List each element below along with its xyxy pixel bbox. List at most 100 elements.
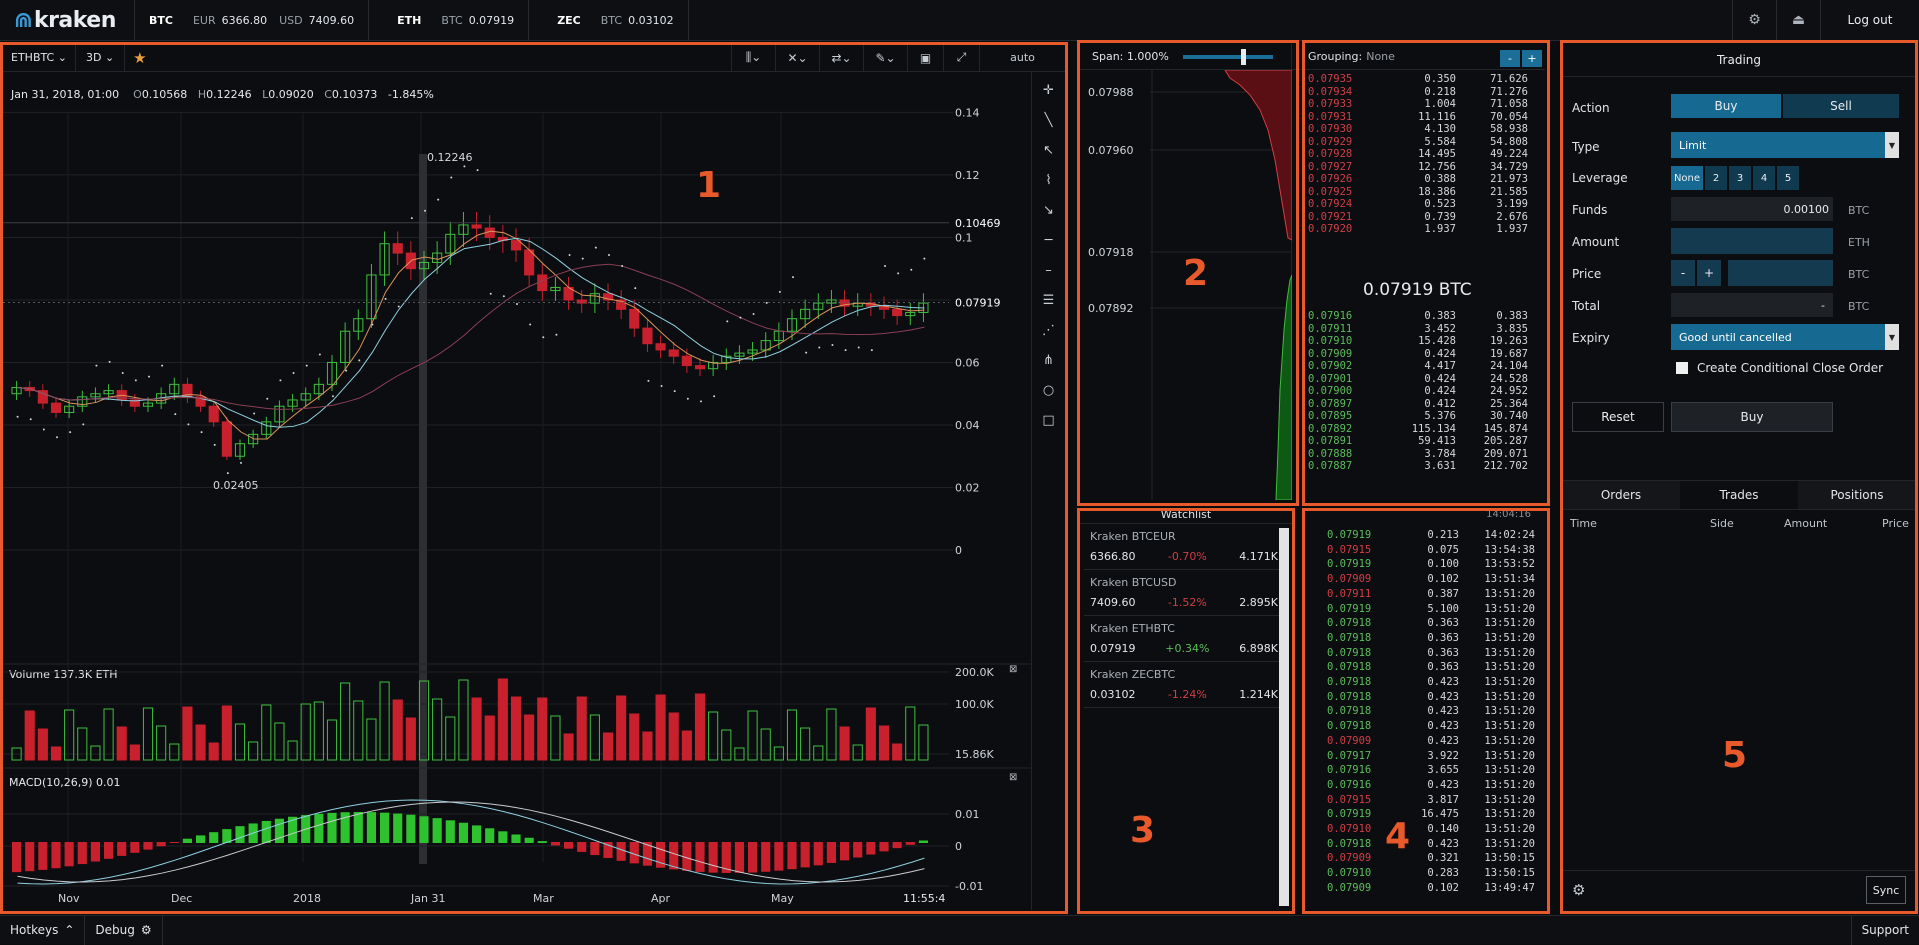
orderbook-total: 30.740 <box>1490 410 1528 422</box>
orderbook-row[interactable]: 0.07926 0.388 21.973 <box>1308 173 1528 186</box>
price-increment-button[interactable]: + <box>1697 260 1721 286</box>
sync-button[interactable]: Sync <box>1866 876 1906 904</box>
grouping-minus-button[interactable]: - <box>1500 50 1520 67</box>
tab-orders[interactable]: Orders <box>1562 481 1680 509</box>
pitchfork-icon[interactable]: ⋔ <box>1043 353 1054 368</box>
orderbook-row[interactable]: 0.07930 4.130 58.938 <box>1308 123 1528 136</box>
watchlist-scrollbar[interactable] <box>1279 528 1289 906</box>
psar-dot <box>42 428 45 431</box>
favorite-star-icon[interactable]: ★ <box>133 48 147 67</box>
ticker-btc[interactable]: BTC EUR 6366.80 USD 7409.60 <box>135 0 370 41</box>
screenshot-icon[interactable]: ▣ <box>907 43 943 72</box>
line-tool-icon[interactable]: ╲ <box>1044 113 1053 128</box>
watchlist-item[interactable]: Kraken ETHBTC 0.07919 +0.34% 6.898K <box>1084 616 1284 662</box>
column-amount[interactable]: Amount <box>1784 517 1828 530</box>
column-time[interactable]: Time <box>1570 517 1597 530</box>
arrow-tool-icon[interactable]: ↖ <box>1043 143 1054 158</box>
orderbook-row[interactable]: 0.07916 0.383 0.383 <box>1308 310 1528 323</box>
orderbook-row[interactable]: 0.07902 4.417 24.104 <box>1308 360 1528 373</box>
orderbook-row[interactable]: 0.07895 5.376 30.740 <box>1308 410 1528 423</box>
ray-tool-icon[interactable]: ↘ <box>1043 203 1054 218</box>
support-link[interactable]: Support <box>1850 915 1919 945</box>
logout-button[interactable]: Log out <box>1820 0 1919 41</box>
orderbook-row[interactable]: 0.07911 3.452 3.835 <box>1308 323 1528 336</box>
orderbook-row[interactable]: 0.07920 1.937 1.937 <box>1308 223 1528 236</box>
auto-scale-button[interactable]: auto <box>979 43 1065 72</box>
fib-tool-icon[interactable]: ⋰ <box>1042 323 1055 338</box>
price-chart[interactable]: 0.140.120.10.080.060.040.020NovDec2018Ja… <box>3 72 1031 910</box>
leverage-option[interactable]: 2 <box>1705 166 1727 190</box>
ticker-eth[interactable]: ETH BTC 0.07919 <box>369 0 530 41</box>
leverage-option[interactable]: 5 <box>1777 166 1799 190</box>
orderbook-row[interactable]: 0.07921 0.739 2.676 <box>1308 211 1528 224</box>
parallel-lines-icon[interactable]: ☰ <box>1042 293 1055 308</box>
expiry-select[interactable]: Good until cancelled ▼ <box>1671 324 1899 350</box>
rectangle-tool-icon[interactable]: □ <box>1042 413 1055 428</box>
orderbook-row[interactable]: 0.07924 0.523 3.199 <box>1308 198 1528 211</box>
orderbook-row[interactable]: 0.07910 15.428 19.263 <box>1308 335 1528 348</box>
leverage-option[interactable]: 4 <box>1753 166 1775 190</box>
leverage-label: Leverage <box>1572 171 1628 185</box>
settings-gear-icon[interactable]: ⚙ <box>1572 881 1586 899</box>
orderbook-row[interactable]: 0.07887 3.631 212.702 <box>1308 460 1528 473</box>
orderbook-row[interactable]: 0.07927 12.756 34.729 <box>1308 161 1528 174</box>
amount-input[interactable] <box>1671 228 1833 254</box>
ticker-zec[interactable]: ZEC BTC 0.03102 <box>529 0 689 41</box>
price-input[interactable] <box>1728 260 1833 286</box>
volume-bar <box>77 727 88 761</box>
conditional-close-checkbox[interactable] <box>1676 362 1688 374</box>
orderbook-row[interactable]: 0.07931 11.116 70.054 <box>1308 111 1528 124</box>
orderbook-row[interactable]: 0.07925 18.386 21.585 <box>1308 186 1528 199</box>
circle-tool-icon[interactable]: ○ <box>1042 383 1055 398</box>
submit-buy-button[interactable]: Buy <box>1671 402 1833 432</box>
orderbook-row[interactable]: 0.07891 59.413 205.287 <box>1308 435 1528 448</box>
span-slider[interactable] <box>1182 48 1273 65</box>
interval-select[interactable]: 3D ⌄ <box>76 43 126 72</box>
span-slider-handle[interactable] <box>1240 48 1246 65</box>
rocket-icon[interactable]: ⏏ <box>1776 0 1820 41</box>
orderbook-row[interactable]: 0.07934 0.218 71.276 <box>1308 86 1528 99</box>
gear-icon[interactable]: ⚙ <box>1732 0 1776 41</box>
orderbook-row[interactable]: 0.07929 5.584 54.808 <box>1308 136 1528 149</box>
compare-icon[interactable]: ⇄⌄ <box>819 43 863 72</box>
indicators-icon[interactable]: ✕⌄ <box>775 43 819 72</box>
orderbook-row[interactable]: 0.07888 3.784 209.071 <box>1308 448 1528 461</box>
watchlist-item[interactable]: Kraken ZECBTC 0.03102 -1.24% 1.214K <box>1084 662 1284 708</box>
debug-button[interactable]: Debug ⚙ <box>85 915 163 945</box>
orderbook-total: 71.626 <box>1490 73 1528 85</box>
orderbook-row[interactable]: 0.07892 115.134 145.874 <box>1308 423 1528 436</box>
sell-toggle[interactable]: Sell <box>1783 94 1899 118</box>
orderbook-row[interactable]: 0.07909 0.424 19.687 <box>1308 348 1528 361</box>
leverage-option[interactable]: 3 <box>1729 166 1751 190</box>
drawing-toolbar: ✛ ╲ ↖ ⌇ ↘ ─ – ☰ ⋰ ⋔ ○ □ <box>1031 72 1065 910</box>
fullscreen-icon[interactable]: ⤢ <box>943 43 979 72</box>
kraken-logo[interactable]: ⋒ kraken <box>0 0 135 41</box>
candle-type-icon[interactable]: ⫼⌄ <box>731 43 775 72</box>
order-type-select[interactable]: Limit ▼ <box>1671 132 1899 158</box>
watchlist-item[interactable]: Kraken BTCUSD 7409.60 -1.52% 2.895K <box>1084 570 1284 616</box>
orderbook-row[interactable]: 0.07901 0.424 24.528 <box>1308 373 1528 386</box>
watchlist-item[interactable]: Kraken BTCEUR 6366.80 -0.70% 4.171K <box>1084 524 1284 570</box>
reset-button[interactable]: Reset <box>1572 402 1664 432</box>
price-decrement-button[interactable]: - <box>1671 260 1695 286</box>
tab-trades[interactable]: Trades <box>1680 481 1798 509</box>
hotkeys-button[interactable]: Hotkeys ⌃ <box>0 915 86 945</box>
horizontal-line-icon[interactable]: ─ <box>1044 233 1053 248</box>
orderbook-row[interactable]: 0.07933 1.004 71.058 <box>1308 98 1528 111</box>
ohlc-close: 0.10373 <box>331 88 378 101</box>
orderbook-row[interactable]: 0.07900 0.424 24.952 <box>1308 385 1528 398</box>
tab-positions[interactable]: Positions <box>1798 481 1916 509</box>
grouping-plus-button[interactable]: + <box>1522 50 1542 67</box>
short-line-icon[interactable]: – <box>1045 263 1052 278</box>
leverage-option[interactable]: None <box>1671 166 1703 190</box>
draw-pencil-icon[interactable]: ✎⌄ <box>863 43 907 72</box>
crosshair-icon[interactable]: ✛ <box>1043 83 1054 98</box>
orderbook-row[interactable]: 0.07928 14.495 49.224 <box>1308 148 1528 161</box>
wave-tool-icon[interactable]: ⌇ <box>1045 173 1052 188</box>
orderbook-row[interactable]: 0.07897 0.412 25.364 <box>1308 398 1528 411</box>
column-side[interactable]: Side <box>1710 517 1734 530</box>
orderbook-row[interactable]: 0.07935 0.350 71.626 <box>1308 73 1528 86</box>
column-price[interactable]: Price <box>1882 517 1909 530</box>
pair-select[interactable]: ETHBTC ⌄ <box>3 43 76 72</box>
buy-toggle[interactable]: Buy <box>1671 94 1781 118</box>
